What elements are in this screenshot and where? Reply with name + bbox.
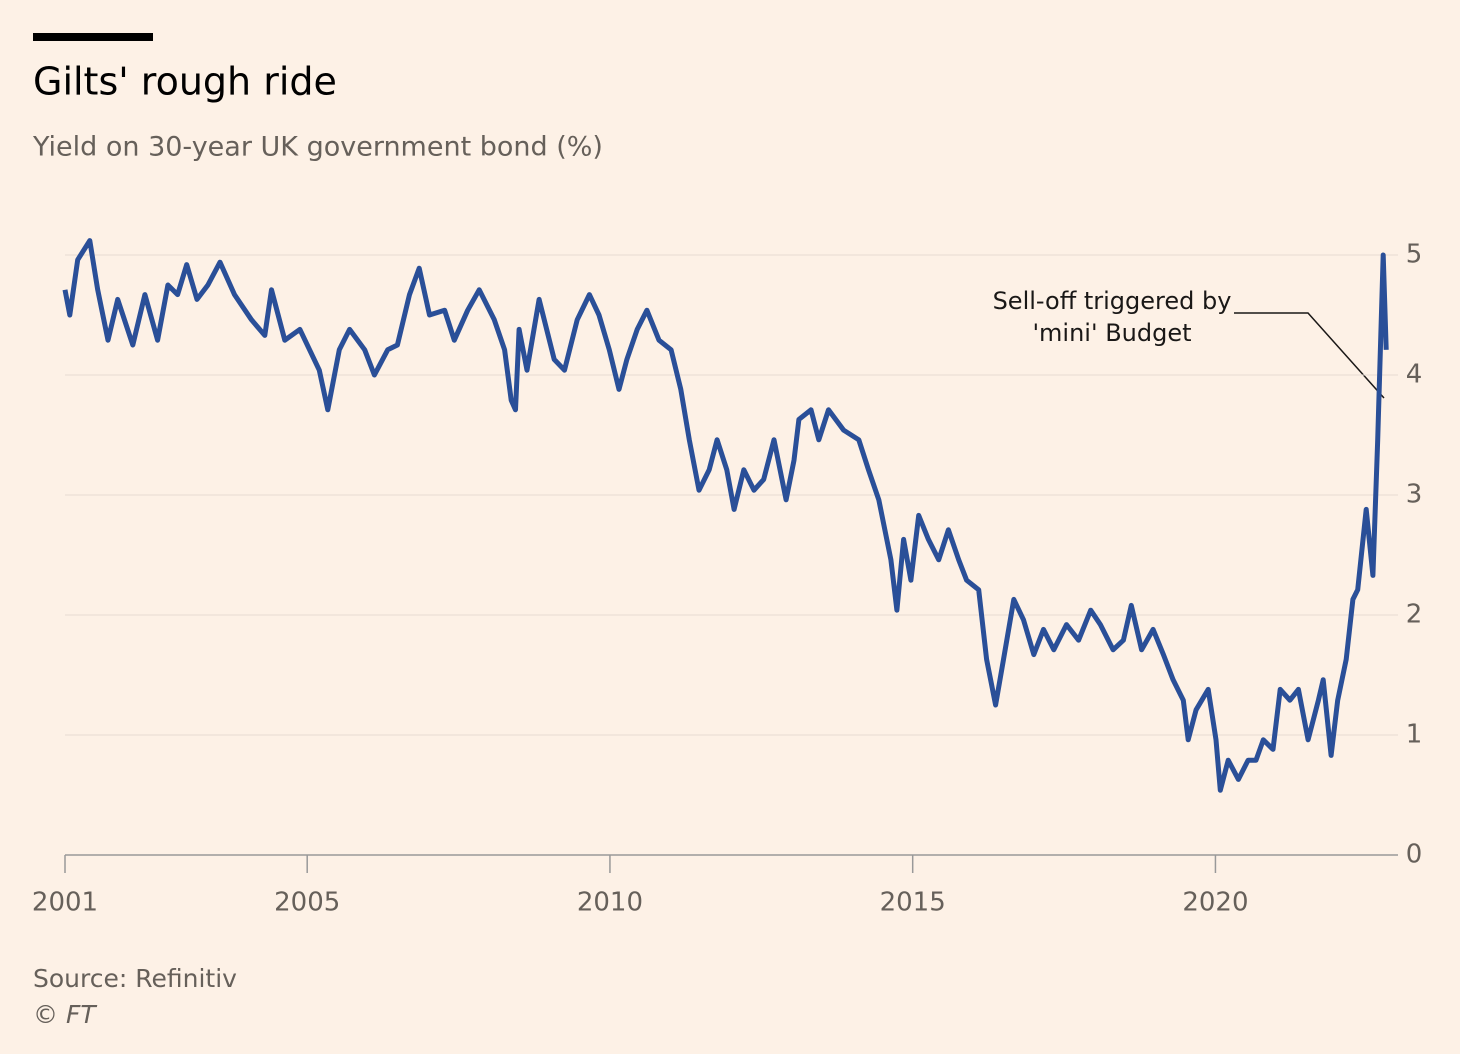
y-tick-label: 3 xyxy=(1406,480,1423,510)
line-series xyxy=(62,238,1389,793)
credit: © FT xyxy=(33,1000,97,1029)
chart-subtitle: Yield on 30-year UK government bond (%) xyxy=(32,132,603,163)
x-tick-label: 2020 xyxy=(1182,888,1248,918)
annotation: 'mini' Budget xyxy=(1032,319,1191,347)
x-tick-label: 2015 xyxy=(880,888,946,918)
title-bar xyxy=(33,33,153,41)
y-tick-label: 5 xyxy=(1406,240,1423,270)
x-tick-label: 2001 xyxy=(32,888,98,918)
source: Source: Refinitiv xyxy=(33,964,237,993)
y-tick-label: 1 xyxy=(1406,720,1423,750)
x-tick-label: 2005 xyxy=(274,888,340,918)
y-tick-label: 4 xyxy=(1406,360,1423,390)
y-tick-label: 0 xyxy=(1406,840,1423,870)
y-tick-label: 2 xyxy=(1406,600,1423,630)
annotation-connector xyxy=(1234,312,1385,399)
chart-title: Gilts' rough ride xyxy=(33,60,337,104)
x-tick-label: 2010 xyxy=(577,888,643,918)
annotation: Sell-off triggered by xyxy=(993,287,1232,315)
